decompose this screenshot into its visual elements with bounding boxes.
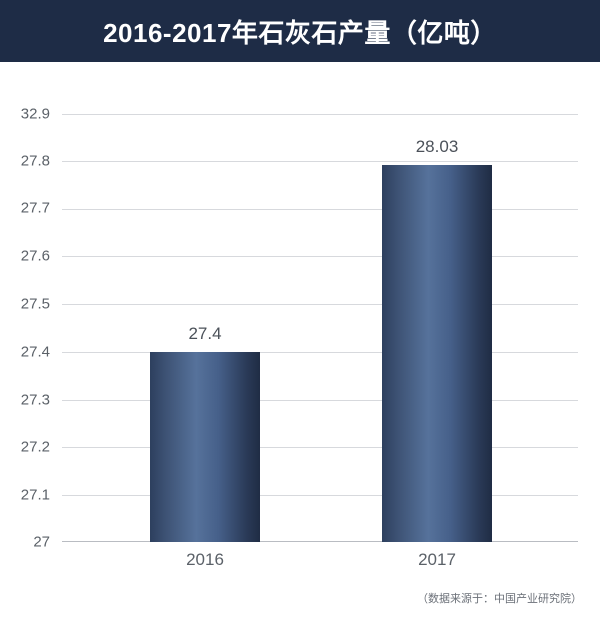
plot-region: 27.4 28.03: [62, 114, 578, 542]
gridline: [62, 161, 578, 162]
gridline: [62, 495, 578, 496]
bar-value-2016: 27.4: [188, 324, 222, 343]
gridline: [62, 209, 578, 210]
gridline: [62, 447, 578, 448]
y-axis-labels: 32.9 27.8 27.7 27.6 27.5 27.4 27.3 27.2 …: [0, 106, 58, 551]
x-axis-labels: 2016 2017: [62, 550, 578, 576]
y-tick-label: 27.6: [20, 247, 50, 265]
y-tick-label: 27.7: [20, 199, 50, 217]
y-tick-label: 27.3: [20, 391, 50, 409]
gridline: [62, 256, 578, 257]
x-axis-line: [62, 541, 578, 542]
gridline: [62, 400, 578, 401]
chart-title-bar: 2016-2017年石灰石产量（亿吨）: [0, 0, 600, 62]
bar-value-2017: 28.03: [415, 137, 459, 156]
page-title: 2016-2017年石灰石产量（亿吨）: [103, 17, 497, 48]
gridline: [62, 114, 578, 115]
y-tick-label: 27: [33, 533, 50, 551]
gridline: [62, 304, 578, 305]
y-tick-label: 32.9: [20, 105, 50, 123]
source-note: （数据来源于：中国产业研究院）: [417, 593, 582, 605]
x-tick-label-2016: 2016: [186, 550, 224, 569]
gridline: [62, 352, 578, 353]
y-tick-label: 27.5: [20, 295, 50, 313]
bar-2016: [150, 352, 260, 542]
y-tick-label: 27.2: [20, 438, 50, 456]
bar-2017: [382, 165, 492, 542]
y-tick-label: 27.8: [20, 152, 50, 170]
y-tick-label: 27.4: [20, 343, 50, 361]
chart-area: 32.9 27.8 27.7 27.6 27.5 27.4 27.3 27.2 …: [0, 62, 600, 582]
y-tick-label: 27.1: [20, 486, 50, 504]
x-tick-label-2017: 2017: [418, 550, 456, 569]
